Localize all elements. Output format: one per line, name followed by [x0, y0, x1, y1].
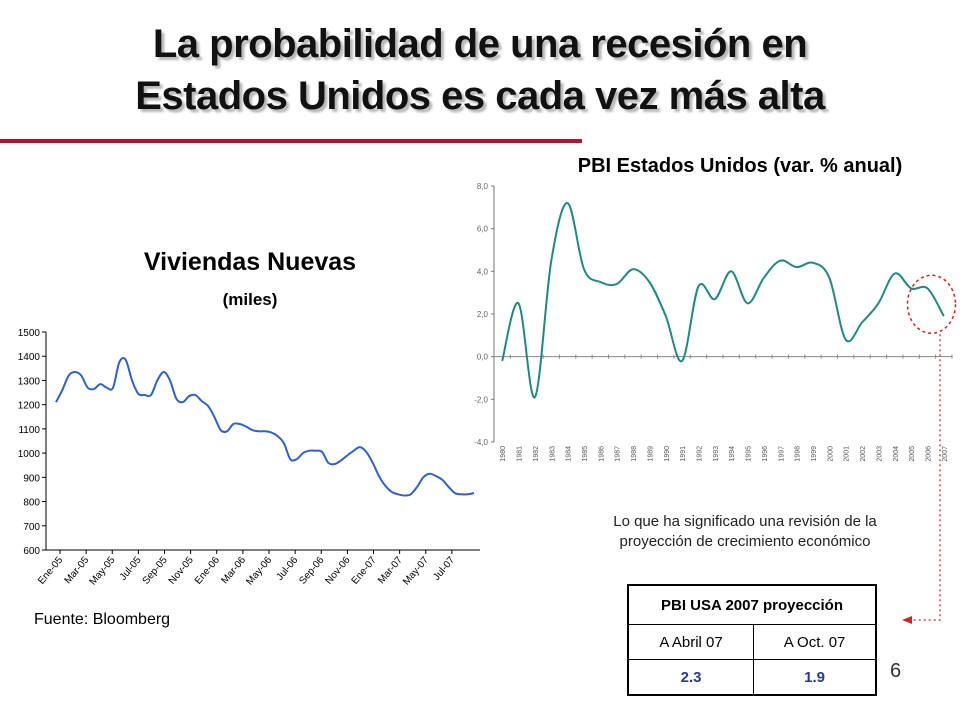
housing-y-tick-label: 1400 — [18, 352, 41, 363]
gdp-y-tick-label: 2,0 — [477, 310, 489, 319]
gdp-x-tick-label: 1980 — [500, 446, 507, 462]
gdp-y-tick-label: 4,0 — [477, 267, 489, 276]
gdp-y-tick-label: 0,0 — [477, 353, 489, 362]
housing-y-tick-label: 1300 — [18, 376, 41, 387]
gdp-x-tick-label: 2007 — [942, 446, 949, 462]
slide-title-line1: La probabilidad de una recesión en — [152, 22, 808, 66]
revision-note: Lo que ha significado una revisión de la… — [613, 513, 877, 550]
gdp-x-tick-label: 1993 — [713, 446, 720, 462]
gdp-x-tick-label: 1984 — [566, 446, 573, 462]
gdp-x-tick-label: 2004 — [893, 446, 900, 462]
housing-y-tick-label: 800 — [23, 498, 40, 509]
gdp-x-tick-label: 2003 — [876, 446, 883, 462]
housing-chart-title: Viviendas Nuevas — [143, 248, 357, 276]
housing-y-tick-label: 1100 — [18, 425, 40, 436]
connector-arrowhead — [902, 616, 912, 624]
gdp-x-tick-label: 1990 — [664, 446, 671, 462]
housing-y-tick-label: 1000 — [18, 449, 41, 460]
gdp-x-tick-label: 1986 — [598, 446, 605, 462]
gdp-x-tick-label: 1983 — [549, 446, 556, 462]
projection-col2-value: 1.9 — [753, 659, 877, 696]
gdp-x-tick-label: 2000 — [827, 446, 834, 462]
housing-y-tick-label: 1500 — [18, 328, 41, 339]
housing-y-tick-label: 900 — [23, 473, 40, 484]
gdp-x-tick-label: 1996 — [762, 446, 769, 462]
connector-line — [910, 334, 941, 621]
housing-y-tick-label: 1200 — [18, 401, 41, 412]
gdp-x-tick-label: 1987 — [615, 446, 622, 462]
gdp-x-tick-label: 1992 — [696, 446, 703, 462]
housing-series-line — [55, 357, 475, 497]
gdp-x-tick-label: 2001 — [844, 446, 851, 462]
gdp-x-tick-label: 2002 — [860, 446, 867, 462]
housing-chart-subtitle: (miles) — [222, 290, 278, 309]
gdp-x-tick-label: 1985 — [582, 446, 589, 462]
gdp-y-tick-label: -2,0 — [474, 395, 488, 404]
gdp-x-tick-label: 2006 — [925, 446, 932, 462]
gdp-x-tick-label: 1995 — [746, 446, 753, 462]
gdp-highlight-circle — [906, 274, 957, 335]
gdp-series-line — [501, 202, 945, 399]
gdp-y-tick-label: 6,0 — [477, 225, 489, 234]
gdp-x-tick-label: 1997 — [778, 446, 785, 462]
slide-title-line2: Estados Unidos es cada vez más alta — [135, 74, 825, 118]
gdp-x-tick-label: 1999 — [811, 446, 818, 462]
slide-title: La probabilidad de una recesión en Estad… — [0, 18, 960, 122]
projection-table-header: PBI USA 2007 proyección — [627, 584, 877, 625]
projection-col1-value: 2.3 — [627, 659, 755, 696]
page-number: 6 — [890, 660, 902, 682]
gdp-chart-title: PBI Estados Unidos (var. % anual) — [577, 155, 903, 177]
housing-y-tick-label: 700 — [23, 522, 40, 533]
gdp-x-tick-label: 1989 — [647, 446, 654, 462]
gdp-x-tick-label: 1982 — [533, 446, 540, 462]
projection-table: PBI USA 2007 proyección A Abril 07 A Oct… — [627, 584, 877, 696]
projection-col2-label: A Oct. 07 — [753, 624, 877, 660]
gdp-y-tick-label: 8,0 — [477, 182, 489, 191]
source-note: Fuente: Bloomberg — [34, 611, 171, 628]
projection-col1-label: A Abril 07 — [627, 624, 755, 660]
gdp-x-tick-label: 1988 — [631, 446, 638, 462]
gdp-y-tick-label: -4,0 — [474, 438, 488, 447]
gdp-x-tick-label: 2005 — [909, 446, 916, 462]
gdp-x-tick-label: 1991 — [680, 446, 687, 462]
gdp-x-tick-label: 1998 — [795, 446, 802, 462]
gdp-x-tick-label: 1994 — [729, 446, 736, 462]
title-underline — [0, 139, 582, 143]
housing-y-tick-label: 600 — [23, 546, 40, 557]
gdp-x-tick-label: 1981 — [517, 446, 524, 462]
